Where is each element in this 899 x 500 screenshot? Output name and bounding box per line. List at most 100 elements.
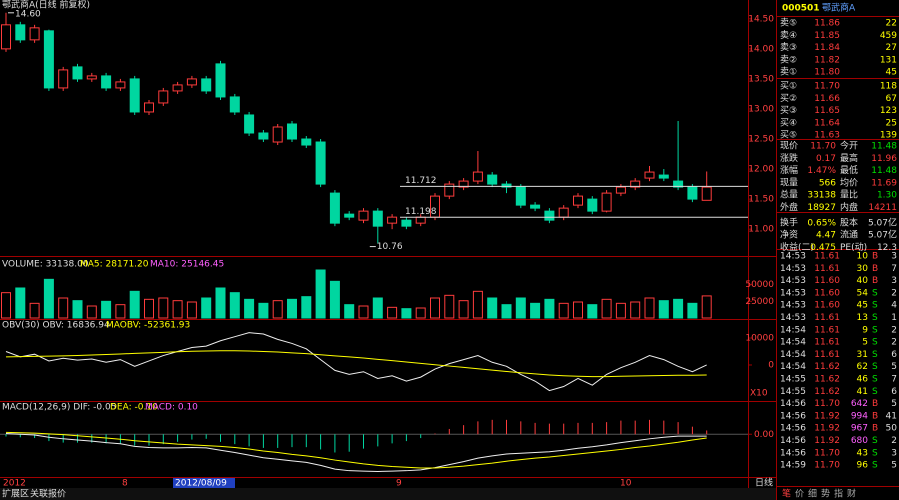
candle-body — [673, 180, 684, 188]
stat-value: 4.47 — [816, 231, 836, 241]
y-tick-label: 11.00 — [748, 225, 774, 235]
tick-volume: 96 — [857, 461, 869, 471]
tick-side: S — [872, 313, 878, 323]
volume-bar — [644, 297, 655, 319]
candle-body — [172, 84, 183, 92]
order-label: 卖④ — [780, 30, 797, 41]
sidebar-tab[interactable]: 价 — [795, 489, 804, 500]
sidebar-tab[interactable]: 财 — [847, 488, 856, 500]
tick-count: 2 — [891, 436, 897, 446]
dea-line — [5, 431, 707, 469]
y-tick-label: 50000 — [745, 280, 774, 290]
tick-price: 11.62 — [814, 387, 840, 397]
stat-label: 量比 — [840, 189, 858, 201]
volume-bar — [587, 304, 598, 319]
tick-count: 2 — [891, 325, 897, 335]
stat-value: 1.30 — [877, 191, 897, 201]
tick-price: 11.61 — [814, 313, 840, 323]
volume-bar — [515, 297, 526, 319]
order-volume: 45 — [886, 68, 897, 78]
tick-volume: 45 — [857, 301, 868, 311]
period-label: 日线 — [755, 477, 773, 489]
sidebar-tab[interactable]: 笔 — [782, 488, 791, 500]
tick-volume: 40 — [857, 276, 869, 286]
volume-bar — [372, 297, 383, 319]
tick-time: 14:56 — [780, 436, 806, 446]
order-volume: 25 — [886, 118, 897, 128]
stat-label: 换手 — [780, 216, 798, 228]
y-tick-label: 14.50 — [748, 14, 774, 24]
tick-price: 11.92 — [814, 424, 840, 434]
order-volume: 118 — [880, 82, 897, 92]
tick-side: B — [872, 424, 878, 434]
stat-value: 5.07亿 — [868, 229, 897, 241]
y-tick-label: 12.00 — [748, 165, 774, 175]
tick-price: 11.62 — [814, 375, 840, 385]
candle-body — [587, 198, 598, 212]
tick-count: 6 — [891, 387, 897, 397]
tick-count: 5 — [891, 362, 897, 372]
tick-volume: 41 — [857, 387, 868, 397]
volume-bar — [344, 304, 355, 319]
volume-bar — [673, 298, 684, 319]
tick-count: 2 — [891, 288, 897, 298]
order-label: 买② — [780, 93, 797, 104]
indicator-header: VOLUME: 33138.00 — [2, 260, 89, 270]
candle-body — [615, 186, 626, 194]
stat-label: 涨幅 — [780, 164, 798, 176]
date-label: 2012 — [3, 479, 26, 489]
volume-bar — [444, 294, 455, 319]
order-volume: 27 — [886, 43, 897, 53]
tick-time: 14:56 — [780, 411, 806, 421]
tick-side: S — [872, 448, 878, 458]
volume-bar — [544, 298, 555, 319]
stat-label: 最高 — [840, 152, 858, 164]
tick-count: 3 — [891, 448, 897, 458]
stat-value: 33138 — [807, 191, 836, 201]
stat-value: 566 — [819, 178, 836, 188]
candle-body — [444, 183, 455, 197]
candle-body — [487, 174, 498, 185]
tick-side: B — [872, 399, 878, 409]
order-label: 买⑤ — [780, 130, 797, 141]
candle-body — [344, 213, 355, 218]
volume-bar — [186, 301, 197, 319]
volume-bar — [701, 295, 712, 319]
order-volume: 459 — [880, 31, 897, 41]
tick-count: 6 — [891, 350, 897, 360]
volume-bar — [201, 297, 212, 319]
tick-side: B — [872, 264, 878, 274]
volume-bar — [58, 297, 69, 319]
tick-price: 11.61 — [814, 252, 840, 262]
status-bar — [0, 488, 776, 500]
chart-title: 鄂武商A(日线 前复权) — [2, 0, 90, 11]
sidebar-tab[interactable]: 势 — [821, 488, 830, 500]
sidebar-tab[interactable]: 指 — [834, 488, 843, 500]
stat-value: 14211 — [868, 203, 897, 213]
y-tick-label: 10000 — [745, 334, 774, 344]
candle-body — [329, 192, 340, 224]
volume-bar — [329, 280, 340, 319]
candle-body — [630, 180, 641, 188]
volume-bar — [129, 290, 140, 319]
candle-body — [687, 186, 698, 200]
candle-body — [601, 192, 612, 212]
candle-body — [229, 96, 240, 113]
sidebar-tab[interactable]: 细 — [808, 488, 817, 500]
tick-price: 11.70 — [814, 461, 840, 471]
volume-bar — [215, 287, 226, 319]
dif-line — [5, 432, 707, 472]
stock-code: 000501 — [782, 4, 820, 14]
stat-label: 收益(二) — [780, 241, 814, 253]
status-tab[interactable]: 关联报价 — [30, 488, 66, 500]
volume-bar — [229, 292, 240, 319]
stat-value: 0.65% — [807, 218, 836, 228]
volume-bar — [172, 300, 183, 319]
stat-label: 均价 — [840, 176, 858, 188]
tick-volume: 31 — [857, 350, 868, 360]
candle-body — [86, 75, 97, 80]
candle-body — [530, 204, 541, 209]
stat-label: PE(动) — [840, 242, 867, 253]
status-tab[interactable]: 扩展区 — [2, 488, 29, 500]
